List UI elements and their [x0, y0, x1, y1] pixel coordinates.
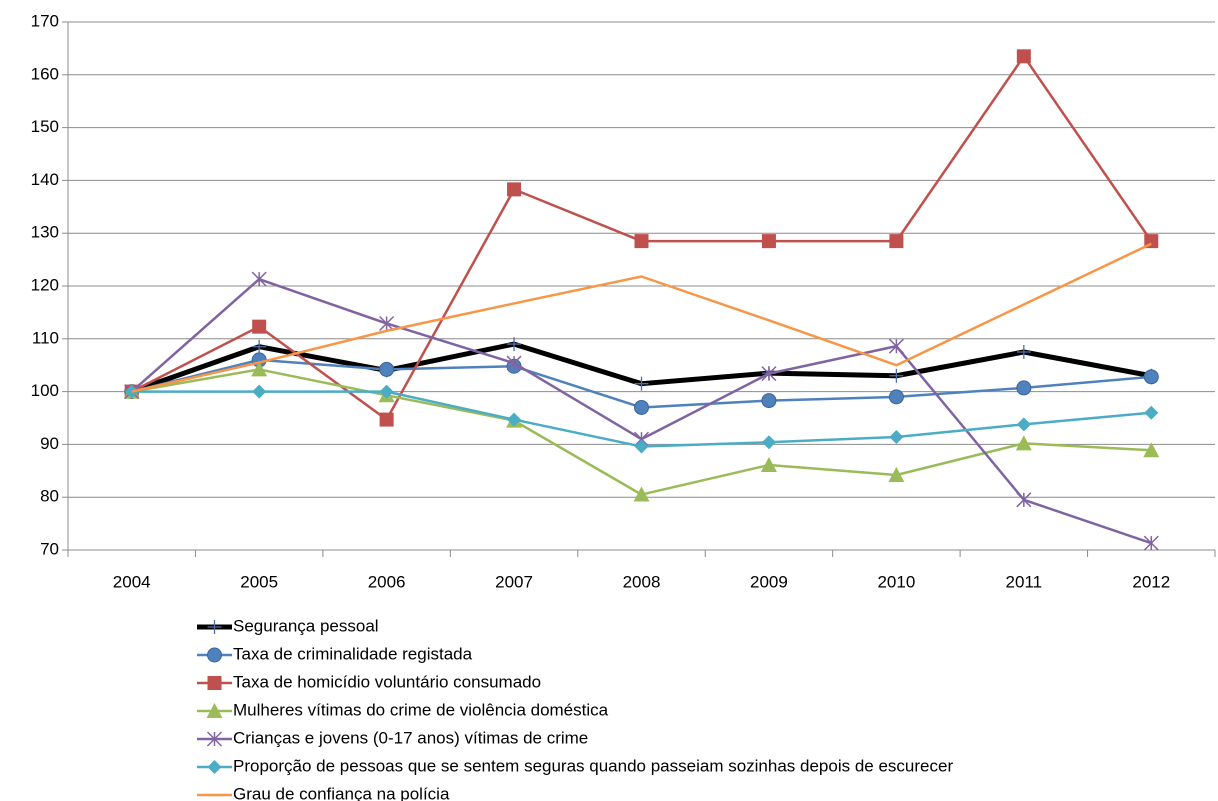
marker [252, 339, 267, 354]
marker [1015, 435, 1032, 451]
marker [507, 182, 522, 197]
x-tick-label: 2012 [1132, 572, 1170, 591]
marker [889, 234, 904, 249]
marker [379, 315, 395, 332]
y-tick-label: 170 [31, 11, 59, 30]
marker [252, 319, 267, 334]
x-tick-label: 2011 [1006, 572, 1043, 591]
y-tick-label: 80 [40, 487, 59, 506]
marker [761, 393, 777, 409]
marker [251, 271, 267, 287]
marker [1143, 369, 1159, 385]
legend-label: Segurança pessoal [233, 616, 379, 635]
legend-entry: Taxa de homicídio voluntário consumado [197, 672, 541, 691]
legend-label: Taxa de criminalidade registada [233, 644, 473, 663]
x-tick-label: 2006 [368, 572, 406, 591]
marker [1016, 49, 1031, 64]
marker [207, 620, 222, 634]
marker [1144, 405, 1159, 420]
x-tick-label: 2004 [113, 572, 151, 591]
x-tick-label: 2008 [623, 572, 661, 591]
legend-entry: Segurança pessoal [197, 616, 379, 635]
marker [252, 384, 267, 399]
x-tick-label: 2007 [495, 572, 533, 591]
marker [889, 368, 904, 383]
series [131, 242, 1152, 393]
marker [634, 399, 649, 415]
marker [888, 389, 904, 405]
marker [1016, 345, 1031, 359]
series [124, 271, 1159, 551]
marker [633, 486, 650, 502]
legend-label: Grau de confiança na polícia [233, 784, 450, 801]
x-tick-label: 2005 [240, 572, 278, 591]
marker [761, 366, 777, 382]
y-tick-label: 120 [31, 275, 59, 294]
marker [888, 467, 905, 483]
marker [1016, 492, 1032, 508]
y-tick-label: 110 [32, 328, 59, 347]
y-tick-label: 100 [31, 381, 59, 400]
marker [507, 412, 522, 427]
marker [888, 338, 904, 354]
marker [206, 703, 223, 718]
marker [761, 234, 776, 249]
y-tick-label: 90 [40, 434, 59, 453]
marker [634, 439, 649, 454]
legend-label: Taxa de homicídio voluntário consumado [233, 672, 541, 691]
x-tick-label: 2010 [877, 572, 915, 591]
marker [506, 355, 522, 371]
legend-entry: Grau de confiança na polícia [197, 784, 450, 801]
y-tick-label: 70 [40, 539, 59, 558]
marker [379, 412, 394, 427]
marker [1016, 380, 1032, 396]
marker [379, 384, 394, 399]
series [123, 361, 1160, 502]
marker [634, 376, 649, 391]
marker [1143, 442, 1160, 458]
legend-entry: Proporção de pessoas que se sentem segur… [197, 756, 953, 775]
legend-label: Proporção de pessoas que se sentem segur… [233, 756, 953, 775]
marker [207, 647, 222, 663]
marker [507, 337, 522, 352]
legend-label: Crianças e jovens (0-17 anos) vítimas de… [233, 728, 588, 747]
marker [1143, 535, 1159, 551]
marker [206, 731, 223, 747]
marker [760, 456, 777, 472]
marker [207, 676, 222, 690]
series-line [131, 242, 1152, 393]
y-tick-label: 150 [31, 117, 59, 136]
x-tick-label: 2009 [750, 572, 788, 591]
series [124, 352, 1159, 415]
y-tick-label: 130 [31, 223, 59, 242]
marker [761, 435, 776, 450]
y-tick-label: 160 [31, 64, 59, 83]
series [124, 384, 1159, 454]
marker [889, 430, 904, 445]
legend-label: Mulheres vítimas do crime de violência d… [233, 700, 609, 719]
series [124, 49, 1159, 427]
marker [207, 760, 222, 774]
legend-entry: Taxa de criminalidade registada [197, 644, 473, 663]
marker [379, 361, 395, 377]
marker [251, 361, 268, 377]
legend-entry: Mulheres vítimas do crime de violência d… [197, 700, 609, 719]
legend-entry: Crianças e jovens (0-17 anos) vítimas de… [197, 728, 588, 747]
y-tick-label: 140 [31, 170, 59, 189]
marker [1016, 417, 1031, 432]
marker [634, 234, 649, 249]
